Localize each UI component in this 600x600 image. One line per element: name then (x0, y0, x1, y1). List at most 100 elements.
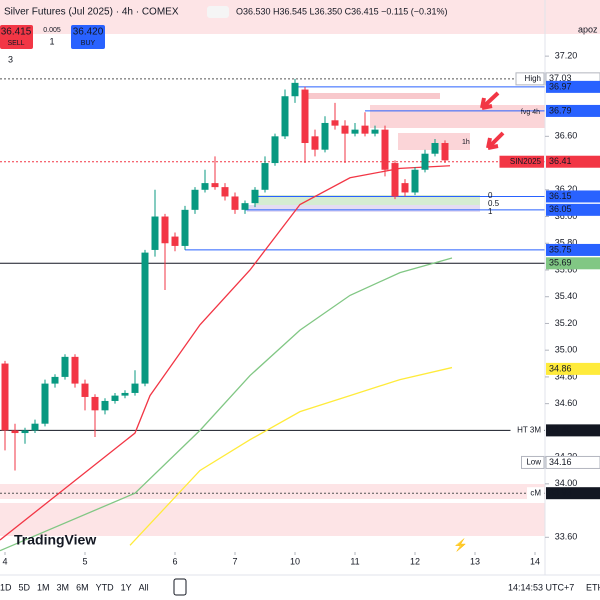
candle-body (231, 196, 239, 210)
range-button[interactable]: 1M (37, 582, 50, 592)
y-tick-label: 35.40 (555, 291, 578, 301)
moving-average (129, 366, 453, 546)
buy-price[interactable]: 36.420 (73, 27, 104, 38)
candle-body (131, 383, 139, 393)
y-tick-label: 37.20 (555, 51, 578, 61)
candle-body (41, 383, 49, 424)
candle-body (431, 143, 439, 154)
range-button[interactable]: YTD (96, 582, 115, 592)
price-label-box (546, 155, 600, 168)
range-button[interactable]: 6M (76, 582, 89, 592)
sell-button[interactable] (0, 25, 33, 49)
range-button[interactable]: 1Y (121, 582, 132, 592)
range-button[interactable]: 1D (0, 582, 12, 592)
date-range-icon[interactable] (173, 578, 187, 596)
badge (207, 6, 229, 18)
price-label: 34.16 (549, 457, 572, 467)
spread: 0.005 (43, 27, 61, 34)
candle-body (381, 129, 389, 170)
annotation: 0.5 (488, 199, 500, 208)
candle-body (21, 430, 29, 434)
candle-body (51, 376, 59, 384)
y-tick-label: 36.60 (555, 131, 578, 141)
zone (255, 195, 480, 205)
session: ETH (586, 582, 600, 592)
x-tick-label: 7 (232, 556, 237, 566)
candle-body (291, 82, 299, 97)
logo: TradingView (14, 532, 96, 548)
candle-body (101, 400, 109, 411)
price-label: 34.40 (549, 425, 572, 435)
y-tick-label: 36.20 (555, 184, 578, 194)
moving-average (0, 257, 453, 552)
level-tag-box (515, 72, 545, 86)
arrow (486, 131, 505, 150)
candle-body (311, 136, 319, 150)
x-tick-label: 10 (290, 556, 300, 566)
candle-body (421, 153, 429, 170)
price-label-box (546, 257, 600, 270)
candle-body (121, 392, 129, 396)
sell-price[interactable]: 36.415 (1, 27, 32, 38)
price-label: 36.05 (549, 204, 572, 214)
buy-button[interactable] (71, 25, 105, 49)
candle-body (331, 120, 339, 126)
level-tag-box (499, 155, 544, 168)
price-label-box (546, 243, 600, 256)
y-tick-label: 35.80 (555, 238, 578, 248)
price-label-box (546, 487, 600, 500)
level-tag: Low (526, 458, 541, 467)
annotation: fvg 4h (521, 109, 540, 116)
candle-body (1, 363, 9, 431)
candle-body (411, 169, 419, 193)
indicator-count[interactable]: 3 (8, 54, 13, 64)
y-tick-label: 34.60 (555, 398, 578, 408)
candle-body (271, 136, 279, 164)
candle-body (401, 183, 409, 193)
y-tick-label: 35.20 (555, 318, 578, 328)
candle-body (221, 187, 229, 197)
price-label: 37.03 (549, 73, 572, 83)
candle-body (61, 356, 69, 377)
candle-body (371, 129, 379, 134)
price-label-box (546, 80, 600, 93)
level-tag-box (527, 487, 544, 500)
candle-body (191, 189, 199, 210)
candle-body (281, 96, 289, 137)
buy-label[interactable]: BUY (81, 40, 96, 47)
level-tag-box (521, 455, 545, 469)
candle-body (71, 356, 79, 384)
x-tick-label: 6 (172, 556, 177, 566)
zone (0, 503, 545, 536)
candle-body (361, 125, 369, 134)
level-tag: cM (530, 488, 541, 497)
icon: ⚡ (453, 538, 468, 552)
x-tick-label: 13 (470, 556, 480, 566)
price-label: 35.75 (549, 244, 572, 254)
y-tick-label: 34.80 (555, 371, 578, 381)
candle-body (201, 183, 209, 190)
candle-body (161, 216, 169, 244)
candle-body (351, 129, 359, 134)
x-tick-label: 12 (410, 556, 420, 566)
y-tick-label: 36.00 (555, 211, 578, 221)
candle-body (111, 395, 119, 401)
level-tag: HT 3M (517, 425, 541, 434)
candle-body (81, 383, 89, 397)
price-label: 36.79 (549, 105, 572, 115)
candle-body (261, 163, 269, 190)
range-button[interactable]: 3M (57, 582, 70, 592)
range-button[interactable]: All (139, 582, 149, 592)
sell-label[interactable]: SELL (7, 40, 24, 47)
zone (370, 105, 545, 128)
price-label: 36.97 (549, 81, 572, 91)
x-tick-label: 11 (350, 556, 359, 566)
price-label-box (546, 190, 600, 203)
candle-body (341, 125, 349, 134)
price-label: 34.86 (549, 363, 572, 373)
zone (305, 93, 440, 99)
range-button[interactable]: 5D (19, 582, 31, 592)
price-label: 35.69 (549, 258, 572, 268)
